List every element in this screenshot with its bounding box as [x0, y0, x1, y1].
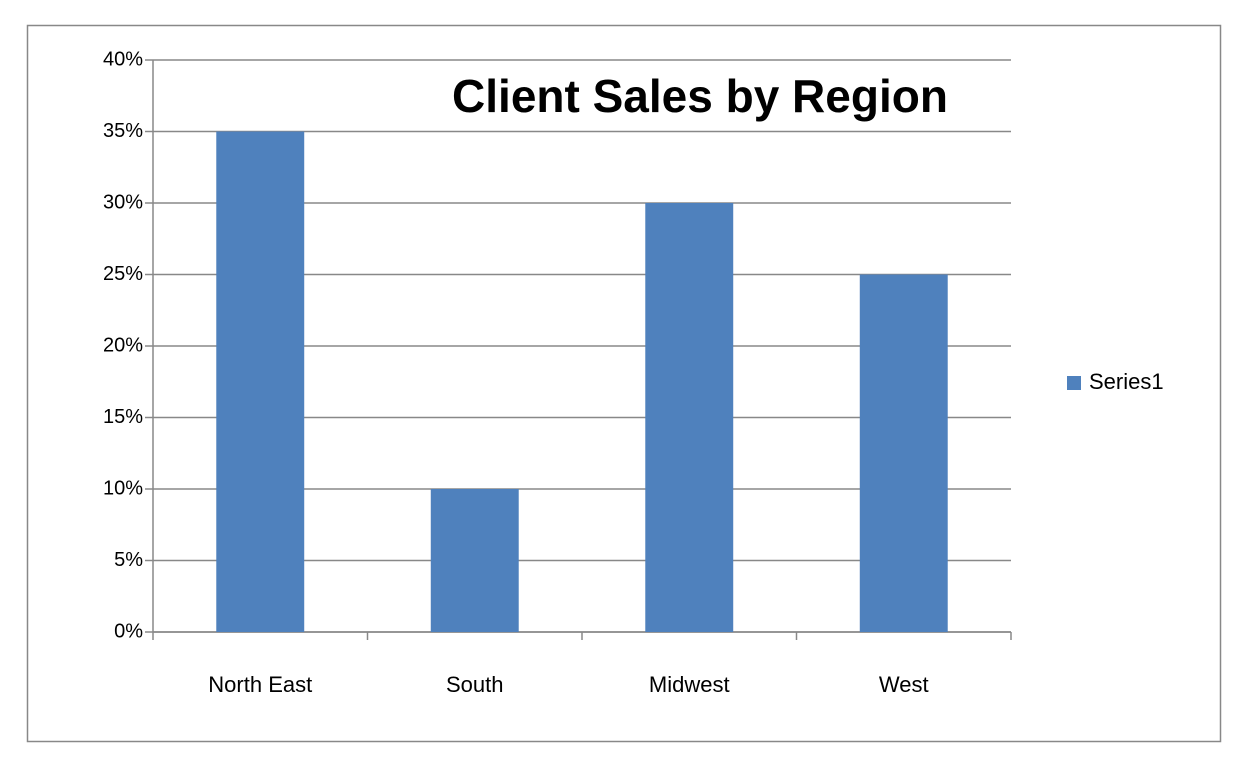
y-tick-label: 0%: [114, 620, 143, 642]
legend-swatch: [1067, 376, 1081, 390]
y-tick-label: 10%: [103, 477, 143, 499]
bar: [216, 131, 305, 632]
bar: [645, 203, 734, 632]
y-tick-label: 15%: [103, 406, 143, 428]
chart-border: [26, 24, 1222, 743]
bar: [430, 489, 519, 632]
y-tick-label: 25%: [103, 263, 143, 285]
y-tick-label: 5%: [114, 549, 143, 571]
y-tick-label: 35%: [103, 120, 143, 142]
x-tick-label: Midwest: [649, 672, 730, 697]
x-tick-label: North East: [208, 672, 312, 697]
y-tick-label: 20%: [103, 334, 143, 356]
chart-title: Client Sales by Region: [452, 70, 948, 122]
legend-label: Series1: [1089, 369, 1164, 394]
x-tick-label: South: [446, 672, 504, 697]
bar: [859, 274, 948, 632]
y-tick-label: 40%: [103, 48, 143, 70]
y-tick-label: 30%: [103, 191, 143, 213]
x-tick-label: West: [879, 672, 929, 697]
